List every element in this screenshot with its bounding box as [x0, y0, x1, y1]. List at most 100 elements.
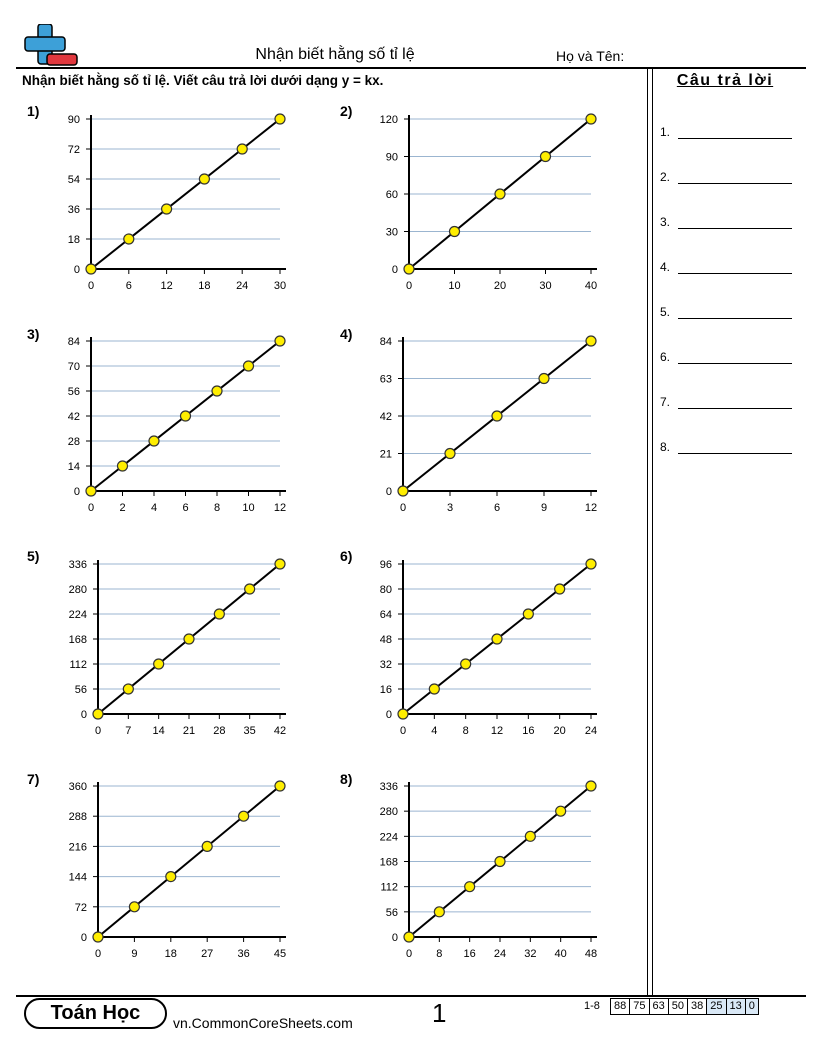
site-url: vn.CommonCoreSheets.com: [173, 1015, 353, 1031]
problem-number: 4): [340, 326, 353, 342]
x-tick-label: 6: [126, 280, 132, 292]
x-tick-label: 4: [151, 502, 157, 514]
x-tick-label: 24: [494, 948, 506, 960]
y-tick-label: 0: [81, 932, 87, 944]
page-title: Nhận biết hằng số tỉ lệ: [255, 46, 415, 63]
data-point: [403, 263, 415, 275]
data-point: [491, 410, 503, 422]
data-point: [92, 931, 104, 943]
data-point: [433, 906, 445, 918]
x-tick-label: 0: [95, 725, 101, 737]
y-tick-label: 72: [75, 902, 87, 914]
x-tick-label: 9: [541, 502, 547, 514]
answer-blank[interactable]: [678, 138, 792, 139]
data-point: [201, 840, 213, 853]
data-point: [448, 225, 461, 238]
answer-blank[interactable]: [678, 273, 792, 274]
y-tick-label: 90: [68, 114, 80, 126]
data-point: [122, 683, 134, 695]
data-point: [211, 385, 223, 397]
data-point: [555, 805, 567, 817]
x-tick-label: 8: [463, 725, 469, 737]
answer-number: 6.: [660, 350, 671, 364]
score-cell: 75: [629, 998, 650, 1015]
y-tick-label: 18: [68, 234, 80, 246]
y-tick-label: 168: [69, 634, 87, 646]
data-point: [585, 558, 597, 570]
answer-number: 8.: [660, 440, 671, 454]
x-tick-label: 3: [447, 502, 453, 514]
data-point: [153, 658, 165, 670]
data-point: [494, 188, 506, 200]
chart-3: 0 14 28 42 56 70 84 0 2 4 6 8 10 12: [68, 335, 286, 514]
y-tick-label: 280: [380, 806, 398, 818]
y-tick-label: 0: [386, 486, 392, 498]
answer-blank[interactable]: [678, 408, 792, 409]
x-tick-label: 10: [448, 280, 460, 292]
x-tick-label: 6: [182, 502, 188, 514]
problem-number: 1): [27, 103, 40, 119]
answer-number: 2.: [660, 170, 671, 184]
x-tick-label: 9: [131, 948, 137, 960]
y-tick-label: 280: [69, 584, 87, 596]
x-tick-label: 18: [165, 948, 177, 960]
answer-blank[interactable]: [678, 453, 792, 454]
chart-7: 0 72 144 216 288 360 0 9 18 27 36 45: [69, 780, 286, 960]
answer-blank[interactable]: [678, 363, 792, 364]
x-tick-label: 12: [160, 280, 172, 292]
x-tick-label: 20: [494, 280, 506, 292]
data-point: [494, 855, 506, 868]
score-cell: 0: [744, 998, 759, 1015]
page-number: 1: [432, 998, 447, 1028]
y-tick-label: 30: [386, 227, 398, 239]
answer-blank[interactable]: [678, 228, 792, 229]
answer-blank[interactable]: [678, 183, 792, 184]
x-tick-label: 0: [406, 280, 412, 292]
data-point: [92, 708, 104, 720]
x-tick-label: 12: [585, 502, 597, 514]
data-point: [397, 708, 409, 720]
problem-number: 6): [340, 548, 353, 564]
y-tick-label: 16: [380, 684, 392, 696]
y-tick-label: 42: [380, 411, 392, 423]
data-point: [198, 173, 211, 185]
x-tick-label: 24: [585, 725, 597, 737]
y-tick-label: 0: [74, 486, 80, 498]
score-cell: 63: [648, 998, 669, 1015]
problem-number: 2): [340, 103, 353, 119]
y-tick-label: 0: [392, 264, 398, 276]
x-tick-label: 48: [585, 948, 597, 960]
x-tick-label: 20: [554, 725, 566, 737]
y-tick-label: 42: [68, 411, 80, 423]
data-point: [116, 460, 129, 472]
x-tick-label: 30: [539, 280, 551, 292]
x-tick-label: 12: [491, 725, 503, 737]
y-tick-label: 336: [69, 559, 87, 571]
answer-number: 1.: [660, 125, 671, 139]
y-tick-label: 96: [380, 559, 392, 571]
y-tick-label: 90: [386, 152, 398, 164]
y-tick-label: 360: [69, 781, 87, 793]
x-tick-label: 0: [88, 280, 94, 292]
x-tick-label: 45: [274, 948, 286, 960]
y-tick-label: 224: [69, 609, 87, 621]
data-point: [85, 485, 97, 497]
x-tick-label: 7: [125, 725, 131, 737]
x-tick-label: 6: [494, 502, 500, 514]
data-point: [179, 410, 192, 422]
data-point: [585, 113, 597, 125]
problem-number: 3): [27, 326, 40, 342]
answer-blank[interactable]: [678, 318, 792, 319]
x-tick-label: 24: [236, 280, 248, 292]
data-point: [85, 263, 97, 275]
data-point: [165, 870, 177, 883]
answer-number: 5.: [660, 305, 671, 319]
y-tick-label: 112: [380, 882, 398, 894]
x-tick-label: 0: [406, 948, 412, 960]
data-point: [464, 881, 476, 893]
data-point: [524, 830, 536, 842]
data-point: [522, 608, 534, 620]
data-point: [123, 233, 135, 245]
y-tick-label: 32: [380, 659, 392, 671]
